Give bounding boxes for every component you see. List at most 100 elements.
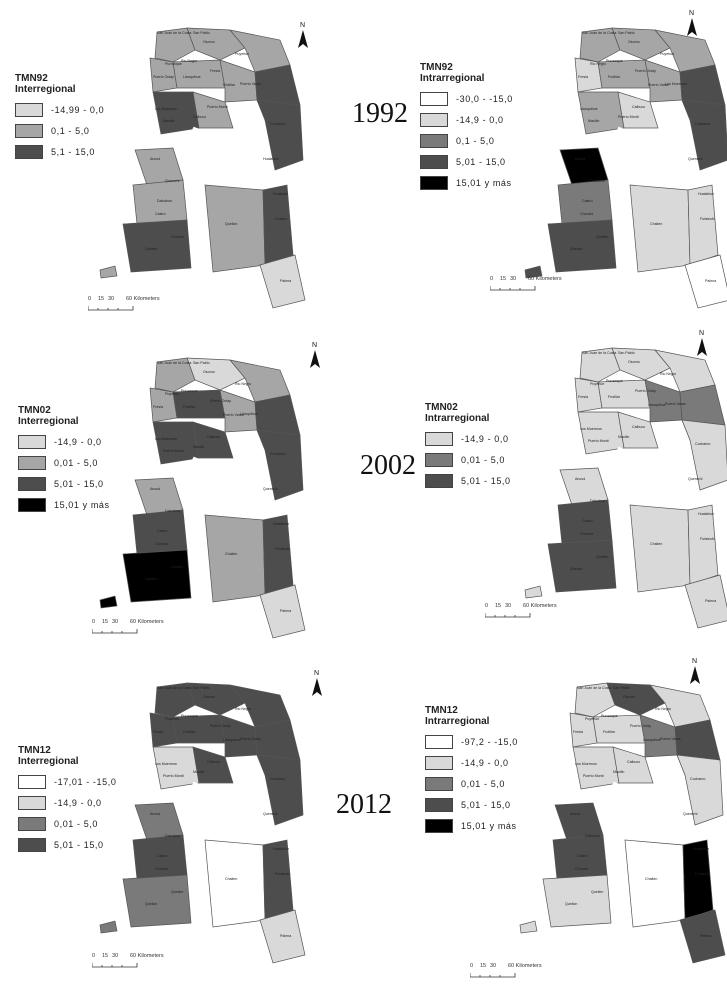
commune-label: Queilen — [596, 235, 608, 239]
commune-label: Maullin — [163, 119, 174, 123]
commune-label: Puerto Varas — [648, 83, 669, 87]
map-region-n9 — [612, 746, 654, 784]
commune-label: Castro — [155, 212, 166, 216]
legend-swatch — [18, 838, 46, 852]
map-region-south2 — [687, 184, 719, 266]
map-region-n1 — [579, 347, 621, 383]
legend-label: 0,01 - 5,0 — [54, 458, 99, 468]
commune-label: Puerto Octay — [210, 724, 231, 728]
commune-label: Los Muermos — [665, 82, 687, 86]
commune-label: Palena — [705, 599, 716, 603]
commune-label: Puerto Varas — [660, 737, 681, 741]
commune-label: Frutillar — [183, 405, 196, 409]
legend-item: 0,01 - 5,0 — [425, 775, 518, 793]
map-panel-2002-interregional: San Juan de la Costa San Pablo Osorno Puyeh… — [0, 330, 340, 648]
legend-item: 0,01 - 5,0 — [18, 815, 116, 833]
commune-label: Puyehue — [165, 392, 179, 396]
map-region-south2 — [682, 839, 714, 921]
map-region-n9 — [192, 746, 234, 784]
commune-label: Chonchi — [580, 212, 593, 216]
water-channel — [192, 126, 256, 167]
legend-label: 5,01 - 15,0 — [461, 476, 511, 486]
commune-label: Quemchi — [263, 487, 278, 491]
choropleth-map: San Juan de la Costa San Pablo Osorno Purra… — [99, 27, 306, 309]
map-region-chiloeS — [122, 219, 192, 273]
map-region-south2 — [687, 504, 719, 586]
commune-label: Calbuco — [627, 760, 640, 764]
map-region-n2 — [186, 27, 246, 61]
commune-label: Palena — [280, 934, 291, 938]
map-region-n10 — [681, 419, 727, 491]
commune-label: Chaiten — [645, 877, 657, 881]
map-region-n8 — [577, 411, 625, 455]
legend-item: -30,0 - -15,0 — [420, 90, 513, 108]
legend-swatch — [425, 453, 453, 467]
map-region-isl — [99, 920, 118, 934]
map-region-isl — [524, 585, 543, 599]
legend-swatch — [420, 176, 448, 190]
commune-label: Quellon — [570, 567, 582, 571]
commune-label: Ancud — [575, 157, 585, 161]
map-region-south3 — [259, 254, 306, 309]
map-region-n2 — [186, 357, 246, 391]
map-region-n6 — [644, 379, 683, 423]
commune-label: Purranque — [606, 379, 623, 383]
scale-label: 60 Kilometers — [126, 296, 160, 302]
legend-item: -14,9 - 0,0 — [18, 433, 110, 451]
map-region-n6 — [219, 389, 258, 433]
legend-item: 0,01 - 5,0 — [425, 451, 511, 469]
legend-item: -14,9 - 0,0 — [425, 754, 518, 772]
legend-label: -14,99 - 0,0 — [51, 105, 105, 115]
commune-label: Calbuco — [207, 760, 220, 764]
commune-label: Llanquihue — [240, 412, 258, 416]
scale-label: 60 Kilometers — [130, 619, 164, 625]
north-label: N — [312, 342, 318, 349]
scale-label: 0 — [470, 963, 474, 969]
map-region-n9 — [192, 91, 234, 129]
legend-swatch — [425, 777, 453, 791]
commune-label: Queilen — [591, 890, 603, 894]
legend-label: 15,01 y más — [54, 500, 110, 510]
legend-subtitle: Interregional — [15, 84, 76, 95]
choropleth-map: San Juan de la Costa San Pablo Osorno Puyeh… — [519, 682, 726, 964]
legend-label: 0,01 - 5,0 — [54, 819, 99, 829]
commune-label: Puerto Varas — [240, 82, 261, 86]
commune-label: Frutillar — [608, 395, 621, 399]
legend-subtitle: Intrarregional — [420, 73, 485, 84]
scale-label: 30 — [505, 603, 512, 609]
map-region-south1 — [204, 184, 266, 273]
commune-label: Ancud — [150, 487, 160, 491]
scale-label: 60 Kilometers — [508, 963, 542, 969]
legend-swatch — [425, 474, 453, 488]
legend-label: 0,1 - 5,0 — [456, 136, 495, 146]
legend-item: -14,9 - 0,0 — [420, 111, 513, 129]
map-legend: TMN92 Interregional -14,99 - 0,0 0,1 - 5,0 5… — [15, 73, 104, 164]
north-arrow-icon: N — [695, 330, 709, 360]
commune-label: Maullin — [193, 445, 204, 449]
commune-label: Puyehue — [590, 382, 604, 386]
water-channel — [192, 781, 256, 822]
commune-label: Chaiten — [225, 877, 237, 881]
map-region-south1 — [204, 514, 266, 603]
commune-label: Llanquihue — [648, 403, 666, 407]
commune-label: Ancud — [150, 157, 160, 161]
commune-label: Chaiten — [225, 552, 237, 556]
commune-label: Llanquihue — [223, 738, 241, 742]
legend-label: -14,9 - 0,0 — [54, 798, 102, 808]
commune-label: Quellon — [225, 222, 237, 226]
legend-swatch — [18, 775, 46, 789]
legend-label: -17,01 - -15,0 — [54, 777, 117, 787]
commune-label: Queilen — [171, 565, 183, 569]
commune-label: Frutillar — [183, 730, 196, 734]
commune-label: Rio Negro — [235, 707, 251, 711]
commune-label: San Pablo — [193, 686, 210, 690]
north-label: N — [692, 658, 698, 665]
legend-item: 0,1 - 5,0 — [420, 132, 513, 150]
legend-subtitle: Intrarregional — [425, 716, 490, 727]
commune-label: Quemchi — [688, 477, 703, 481]
commune-label: Maullin — [193, 770, 204, 774]
map-legend: TMN02 Interregional -14,9 - 0,0 0,01 - 5,0 5… — [18, 405, 110, 517]
scale-label: 30 — [112, 619, 119, 625]
scale-label: 60 Kilometers — [523, 603, 557, 609]
commune-label: Hualaihue — [698, 512, 714, 516]
